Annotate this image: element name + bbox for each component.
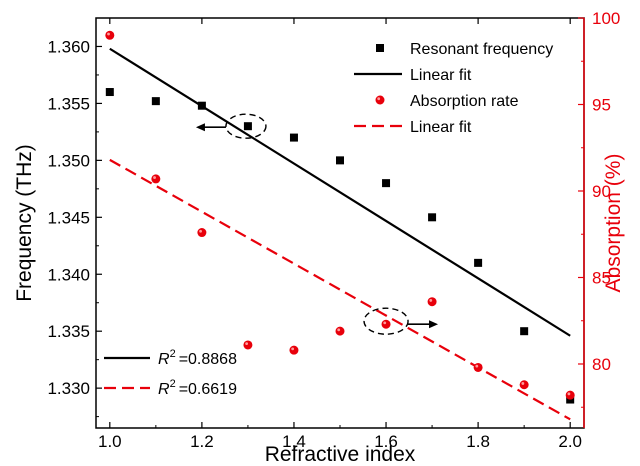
series-layer [105,30,575,421]
frequency-point [243,122,252,131]
x-tick-label: 1.2 [190,432,214,451]
y-tick-label: 1.360 [47,37,90,56]
annotation-ellipse-right [363,307,409,335]
fit-line-absorption [109,158,571,421]
legend-label: Linear fit [410,67,472,84]
y2-axis-title: Absorption (%) [602,154,625,293]
y-tick-label: 1.355 [47,94,90,113]
y-tick-label: 1.350 [47,151,90,170]
x-tick-label: 1.6 [374,432,398,451]
frequency-point [474,258,483,267]
absorption-point-highlight [521,382,525,385]
absorption-point [473,362,483,372]
absorption-point-highlight [567,392,571,396]
absorption-point-highlight [153,176,156,179]
absorption-point-highlight [429,299,433,302]
frequency-point [520,327,529,336]
x-tick-label: 1.0 [98,432,122,451]
frequency-point [382,179,391,188]
absorption-point-highlight [383,321,387,325]
frequency-point [336,156,344,165]
frequency-point [428,213,437,222]
absorption-point [243,340,253,350]
legend-label: Resonant frequency [410,41,553,58]
y-tick-label: 1.330 [47,379,90,398]
absorption-point-highlight [337,328,341,332]
absorption-point [427,297,437,307]
legend-label: Absorption rate [410,93,519,110]
frequency-point [197,101,206,110]
axes-layer: 1.0 1.2 1.4 1.6 1.8 2.0 1.330 1.335 1.340 1.345 1.… [47,9,620,451]
absorption-point-highlight [199,229,202,233]
y-tick-label: 1.345 [47,208,90,227]
arrow-left-icon [195,123,205,132]
x-tick-label: 2.0 [558,432,582,451]
x-axis-title: Refractive index [265,443,416,466]
x-tick-label: 1.4 [282,432,306,451]
y2-tick-label: 80 [592,355,611,374]
fit-line-frequency [109,47,571,337]
fit-statistics: R2 =0.8868 R2 =0.6619 [104,348,237,398]
absorption-point-highlight [291,347,295,351]
x-tick-label: 1.8 [466,432,490,451]
legend-marker-highlight [377,97,381,101]
y-axis-title: Frequency (THz) [13,144,36,302]
legend-label: Linear fit [410,119,472,136]
annotation-ellipse-left [225,113,267,139]
y2-tick-label: 95 [592,95,611,114]
absorption-point [335,326,345,336]
legend-marker-circle [375,95,385,105]
y2-tick-label: 90 [592,182,611,201]
annotation-layer [195,113,439,335]
frequency-point [151,97,160,106]
absorption-point [151,174,161,184]
legend-marker-square [376,44,384,52]
arrow-right-icon [429,320,439,329]
absorption-point-highlight [475,364,479,368]
frequency-point [289,133,298,142]
r2-label: R2 =0.8868 [158,348,237,368]
y-tick-label: 1.340 [47,265,90,284]
absorption-point [565,390,575,400]
absorption-point [381,319,391,329]
absorption-point [105,30,115,40]
frequency-point [105,88,114,97]
y2-tick-label: 85 [592,268,611,287]
y2-tick-label: 100 [592,9,620,28]
y-tick-label: 1.335 [47,322,90,341]
legend: Resonant frequency Linear fit Absorption r… [354,41,553,136]
absorption-point-highlight [245,342,249,346]
absorption-point-highlight [107,32,110,36]
absorption-point [289,345,299,355]
r2-label: R2 =0.6619 [158,378,237,398]
absorption-point [197,228,207,238]
absorption-point [519,380,529,390]
